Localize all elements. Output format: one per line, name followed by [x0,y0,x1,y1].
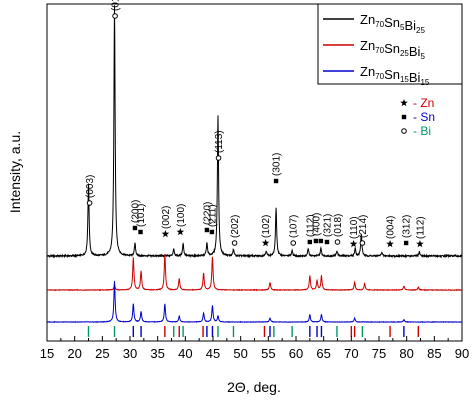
phase-symbol-2 [401,128,407,134]
peak-marker-17 [334,239,341,245]
x-tick-label-75: 75 [372,346,386,361]
peak-marker-22 [416,240,424,248]
peak-label-9: (202) [230,215,241,238]
peak-marker-0 [86,200,93,206]
x-tick-label-60: 60 [289,346,303,361]
peak-marker-21 [403,240,409,246]
peak-marker-5 [176,228,185,236]
peak-marker-19 [359,240,366,246]
x-tick-label-40: 40 [178,346,192,361]
phase-legend: - Zn- Sn- Bi [400,96,435,138]
phase-label-2: - Bi [413,124,431,138]
peak-label-10: (102) [261,215,272,238]
x-tick-label-80: 80 [399,346,413,361]
peak-marker-7 [209,229,215,235]
peak-label-5: (100) [176,204,187,227]
peak-label-14: (400) [311,213,322,236]
x-tick-label-45: 45 [206,346,220,361]
peak-marker-14 [313,238,319,244]
peak-label-3: (101) [136,204,147,227]
series-line-1 [46,253,463,292]
peak-label-22: (112) [415,216,426,239]
x-tick-label-15: 15 [40,346,54,361]
peak-label-21: (312) [402,215,413,238]
peak-label-19: (214) [358,215,369,238]
peak-label-11: (301) [272,153,283,176]
series-legend: Zn70Sn5Bi25 Zn70Sn25Bi5 Zn70Sn15Bi15 [317,3,463,87]
peak-marker-4 [161,230,170,238]
peak-label-4: (002) [161,206,172,229]
peak-label-0: (003) [85,175,96,198]
peak-label-20: (004) [386,216,397,239]
x-tick-label-85: 85 [427,346,441,361]
phase-label-1: - Sn [413,110,435,124]
series-line-2 [46,280,463,324]
peak-marker-15 [318,238,324,244]
y-axis-label: Intensity, a.u. [7,131,23,213]
x-tick-label-65: 65 [316,346,330,361]
legend-entry-0: Zn70Sn5Bi25 [360,12,425,35]
peak-label-7: (211) [207,204,218,227]
peak-label-16: (321) [323,214,334,237]
x-tick-label-25: 25 [95,346,109,361]
series-line-0 [46,5,463,259]
legend-entry-1: Zn70Sn25Bi5 [360,38,425,61]
peak-label-18: (110) [349,216,360,239]
phase-symbol-1 [401,114,407,120]
peak-label-2: (200) [131,200,142,223]
peak-label-6: (220) [202,202,213,225]
peak-marker-1 [112,13,118,19]
peak-marker-16 [324,239,330,245]
phase-label-0: - Zn [413,96,434,110]
peak-marker-3 [138,229,143,235]
peak-marker-20 [386,240,394,248]
peak-label-8: (113) [214,130,225,153]
peak-label-17: (018) [333,214,344,237]
peak-marker-10 [261,239,270,247]
peak-marker-8 [215,155,222,161]
x-tick-label-20: 20 [67,346,81,361]
x-tick-label-50: 50 [233,346,247,361]
x-tick-label-55: 55 [261,346,275,361]
legend-entry-2: Zn70Sn15Bi15 [360,64,430,87]
peak-label-1: (012) [111,0,122,11]
peak-marker-12 [290,240,297,246]
x-tick-label-35: 35 [150,346,164,361]
x-tick-label-30: 30 [123,346,137,361]
peak-marker-13 [307,239,313,245]
peak-marker-9 [231,240,238,246]
peak-annotations: (003) (012) (200)(101) (002) (100) (220)(211)… [85,0,426,248]
x-tick-label-70: 70 [344,346,358,361]
x-axis: 15 20 25 30 35 40 45 50 55 60 65 70 75 80 85 90 [40,336,469,361]
peak-label-12: (107) [289,215,300,238]
peak-marker-11 [273,178,279,184]
peak-label-13: (112) [305,214,316,237]
x-axis-label: 2Θ, deg. [227,379,281,395]
peak-marker-2 [132,225,138,231]
x-tick-label-90: 90 [455,346,469,361]
peak-marker-18 [349,240,358,248]
diffraction-curves [46,5,463,324]
phase-symbol-0 [400,99,408,107]
reference-lines [87,326,419,337]
peak-marker-6 [204,227,210,233]
